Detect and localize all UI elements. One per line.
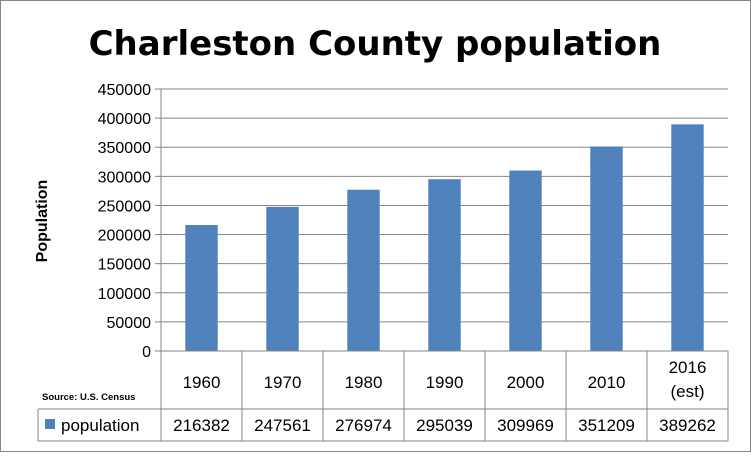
x-category-label: 1990	[426, 373, 464, 392]
x-category-label: 2010	[588, 373, 626, 392]
y-axis-label: Population	[34, 180, 51, 263]
data-table-value: 216382	[173, 416, 230, 435]
bar	[347, 189, 380, 351]
data-table-value: 247561	[254, 416, 311, 435]
y-tick-label: 0	[142, 344, 151, 361]
y-tick-label: 250000	[98, 198, 151, 215]
x-category-label: 1960	[183, 373, 221, 392]
source-note: Source: U.S. Census	[42, 392, 135, 403]
x-category-label: (est)	[671, 382, 705, 401]
x-category-label: 1980	[345, 373, 383, 392]
chart-title: Charleston County population	[89, 24, 662, 64]
data-table-value: 309969	[497, 416, 554, 435]
x-category-label: 2000	[507, 373, 545, 392]
y-tick-label: 100000	[98, 286, 151, 303]
bars	[185, 124, 704, 352]
data-table-value: 351209	[578, 416, 635, 435]
y-tick-label: 50000	[107, 315, 152, 332]
x-category-label: 2016	[669, 358, 707, 377]
bar	[266, 206, 299, 351]
data-table: 1960 1970 1980 1990 2000 2010 2016 (est) populat…	[37, 350, 729, 442]
y-tick-label: 200000	[98, 228, 151, 245]
bar	[185, 225, 218, 351]
legend-swatch	[45, 419, 55, 429]
legend-label: population	[61, 416, 139, 435]
data-table-value: 295039	[416, 416, 473, 435]
data-table-value: 389262	[659, 416, 716, 435]
y-tick-label: 150000	[98, 257, 151, 274]
bar	[428, 179, 461, 351]
bar	[590, 146, 623, 351]
data-table-value: 276974	[335, 416, 392, 435]
y-axis-ticks: 0 50000 100000 150000 200000 250000 300000 3500…	[98, 82, 162, 361]
y-tick-label: 300000	[98, 169, 151, 186]
y-tick-label: 400000	[98, 111, 151, 128]
x-category-label: 1970	[264, 373, 302, 392]
y-tick-label: 350000	[98, 140, 151, 157]
bar	[671, 124, 704, 352]
bar	[509, 170, 542, 351]
y-tick-label: 450000	[98, 82, 151, 99]
